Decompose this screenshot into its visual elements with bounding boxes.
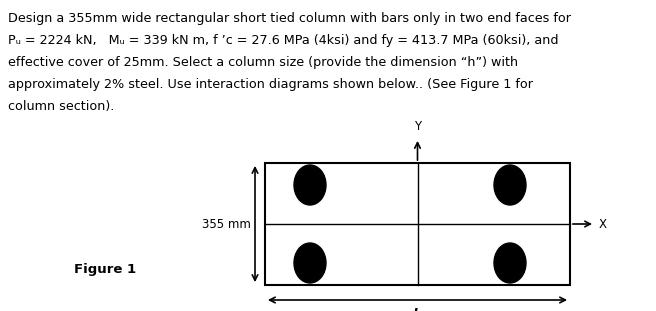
Ellipse shape: [494, 165, 526, 205]
Text: X: X: [599, 217, 607, 230]
Ellipse shape: [494, 243, 526, 283]
Text: Pᵤ = 2224 kN,   Mᵤ = 339 kN m, f ’c = 27.6 MPa (4ksi) and fy = 413.7 MPa (60ksi): Pᵤ = 2224 kN, Mᵤ = 339 kN m, f ’c = 27.6…: [8, 34, 558, 47]
Text: h: h: [413, 308, 422, 311]
Text: 355 mm: 355 mm: [202, 217, 251, 230]
Text: column section).: column section).: [8, 100, 114, 113]
Bar: [265, 163, 570, 285]
Text: effective cover of 25mm. Select a column size (provide the dimension “h”) with: effective cover of 25mm. Select a column…: [8, 56, 518, 69]
Text: Y: Y: [414, 120, 421, 133]
Ellipse shape: [294, 165, 326, 205]
Ellipse shape: [294, 243, 326, 283]
Text: Figure 1: Figure 1: [74, 263, 136, 276]
Text: approximately 2% steel. Use interaction diagrams shown below.. (See Figure 1 for: approximately 2% steel. Use interaction …: [8, 78, 533, 91]
Text: Design a 355mm wide rectangular short tied column with bars only in two end face: Design a 355mm wide rectangular short ti…: [8, 12, 571, 25]
